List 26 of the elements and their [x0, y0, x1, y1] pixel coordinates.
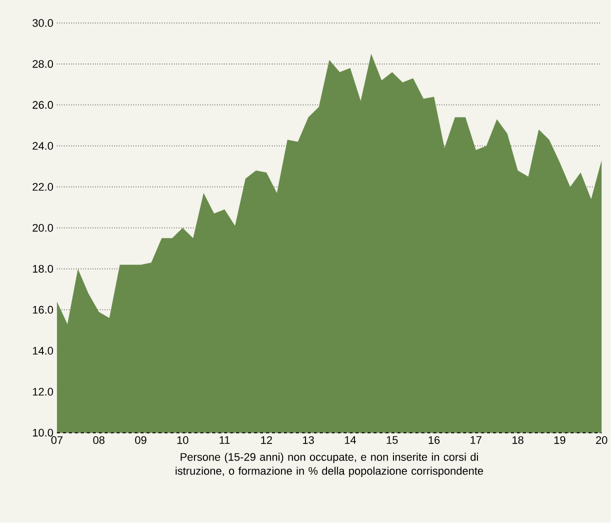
y-tick-label: 14.0	[32, 347, 54, 355]
x-tick-label: 15	[386, 436, 398, 444]
x-tick-label: 07	[51, 436, 63, 444]
y-tick-label: 26.0	[32, 101, 54, 109]
y-tick-label: 20.0	[32, 224, 54, 232]
x-tick-label: 14	[344, 436, 356, 444]
x-tick-label: 19	[554, 436, 566, 444]
y-tick-label: 10.0	[32, 429, 54, 437]
x-tick-label: 17	[470, 436, 482, 444]
y-tick-label: 12.0	[32, 388, 54, 396]
y-tick-label: 16.0	[32, 306, 54, 314]
x-tick-label: 16	[428, 436, 440, 444]
x-tick-label: 20	[596, 436, 608, 444]
y-tick-label: 24.0	[32, 142, 54, 150]
x-tick-label: 09	[135, 436, 146, 444]
y-tick-label: 18.0	[32, 265, 54, 273]
y-tick-label: 22.0	[32, 183, 54, 191]
x-tick-label: 10	[177, 436, 188, 444]
x-axis-title: Persone (15-29 anni) non occupate, e non inserite in corsi di istruzione, o formazione in % della popolazione corrispondente	[176, 452, 484, 478]
x-tick-label: 12	[261, 436, 272, 444]
x-tick-label: 13	[303, 436, 314, 444]
x-tick-label: 11	[220, 436, 230, 444]
y-tick-label: 28.0	[32, 60, 54, 68]
x-tick-label: 18	[512, 436, 524, 444]
x-tick-label: 08	[93, 436, 104, 444]
y-tick-label: 30.0	[32, 19, 54, 28]
